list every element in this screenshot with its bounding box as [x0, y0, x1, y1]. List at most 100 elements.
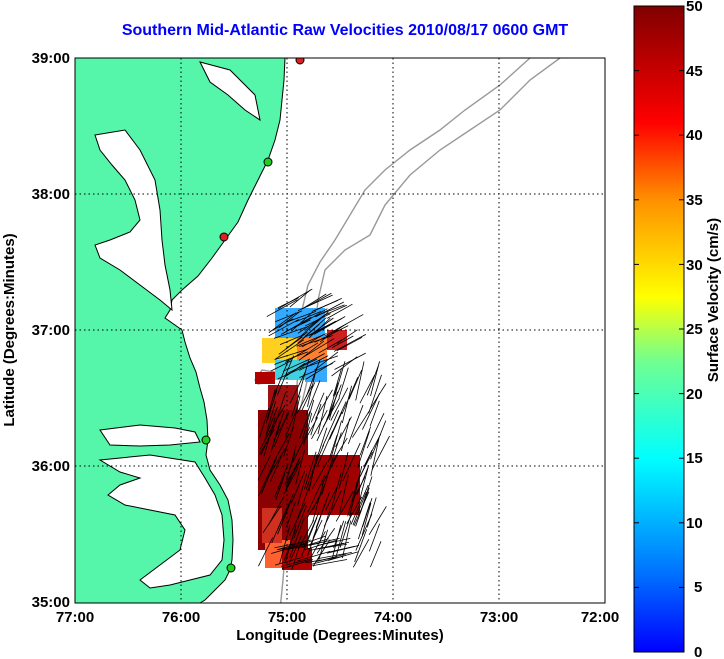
velocity-arrow	[336, 329, 358, 344]
velocity-arrow	[357, 430, 370, 468]
velocity-arrow	[258, 429, 275, 455]
velocity-arrow	[295, 450, 305, 485]
velocity-arrow	[305, 313, 331, 327]
velocity-arrow	[342, 442, 361, 482]
velocity-arrow	[304, 317, 327, 337]
velocity-arrow	[370, 437, 380, 476]
colorbar: 50 45 40 35 30 25 20 15 10 5 0 Surface V…	[633, 0, 722, 659]
velocity-arrow	[278, 311, 300, 329]
velocity-arrow	[366, 412, 385, 449]
velocity-arrow	[353, 465, 363, 501]
delaware-bay	[199, 61, 261, 122]
velocity-arrow	[334, 361, 346, 396]
velocity-arrow	[298, 538, 329, 548]
colorbar-tick: 20	[686, 386, 703, 403]
velocity-arrow	[301, 293, 327, 310]
velocity-arrow	[315, 389, 333, 419]
velocity-arrow	[273, 359, 290, 398]
colorbar-tick: 50	[686, 0, 703, 15]
velocity-arrow	[274, 463, 289, 497]
velocity-arrow	[265, 389, 276, 424]
velocity-arrow	[331, 356, 358, 377]
velocity-arrow	[299, 411, 311, 440]
velocity-arrow	[307, 528, 318, 557]
velocity-arrow	[277, 544, 306, 551]
velocity-arrow	[312, 539, 331, 567]
velocity-arrow	[295, 311, 322, 323]
velocity-arrow	[329, 411, 343, 440]
velocity-arrow	[324, 323, 347, 337]
velocity-arrow	[319, 508, 331, 543]
velocity-arrow	[297, 313, 327, 334]
velocity-arrow	[268, 496, 285, 526]
velocity-arrow	[308, 317, 331, 339]
velocity-arrow	[312, 481, 327, 510]
x-axis-label: Longitude (Degrees:Minutes)	[236, 627, 444, 644]
velocity-arrow	[368, 374, 382, 414]
velocity-arrow	[310, 531, 326, 558]
velocity-arrow	[361, 503, 372, 536]
velocity-arrow	[297, 353, 325, 369]
velocity-arrow	[327, 551, 358, 561]
velocity-arrow	[371, 435, 390, 470]
chesapeake-bay	[94, 129, 173, 312]
velocity-arrow	[285, 342, 319, 363]
velocity-arrow	[368, 523, 381, 552]
velocity-arrow	[291, 311, 313, 332]
x-tick-label: 73:00	[480, 609, 518, 626]
velocity-arrow	[370, 420, 387, 460]
x-tick-label: 72:00	[581, 609, 619, 626]
velocity-arrow	[326, 384, 342, 421]
velocity-arrow	[283, 467, 299, 495]
station-marker	[263, 157, 273, 167]
velocity-arrow	[289, 502, 306, 537]
velocity-arrow	[311, 409, 328, 440]
velocity-arrow	[369, 541, 382, 568]
velocity-arrow	[274, 348, 308, 361]
velocity-arrow	[335, 521, 347, 558]
velocity-arrow	[261, 458, 277, 494]
velocity-arrow	[281, 558, 312, 567]
velocity-arrow	[362, 392, 381, 430]
velocity-arrow	[351, 410, 371, 438]
y-tick-label: 38:00	[32, 186, 70, 203]
velocity-arrow	[267, 390, 278, 421]
velocity-arrow	[277, 539, 311, 550]
velocity-arrow	[330, 401, 347, 437]
colorbar-gradient	[633, 5, 685, 653]
velocity-arrow	[338, 452, 349, 489]
velocity-arrow	[355, 513, 373, 551]
velocity-arrow	[366, 365, 379, 396]
velocity-arrow	[353, 491, 370, 526]
velocity-arrow	[313, 316, 346, 335]
velocity-arrow	[326, 545, 360, 554]
colorbar-tick: 15	[686, 450, 703, 467]
station-marker	[219, 232, 229, 242]
velocity-arrow	[316, 405, 335, 442]
velocity-arrow	[277, 500, 292, 535]
velocity-arrow	[358, 464, 370, 502]
velocity-arrow	[338, 367, 349, 398]
pamlico-sound	[98, 454, 225, 589]
velocity-arrow	[303, 512, 320, 549]
velocity-arrow	[311, 462, 328, 489]
velocity-arrow	[346, 496, 363, 525]
velocity-arrow	[293, 505, 307, 539]
velocity-arrow	[297, 473, 307, 506]
velocity-arrow	[325, 484, 339, 511]
velocity-arrow	[354, 529, 368, 563]
velocity-arrow	[274, 556, 304, 566]
velocity-arrow	[370, 361, 380, 397]
y-axis-label: Latitude (Degrees:Minutes)	[1, 233, 18, 426]
velocity-arrow	[309, 537, 340, 546]
velocity-arrow	[359, 374, 375, 404]
velocity-arrow	[339, 474, 349, 514]
velocity-arrow	[289, 518, 305, 558]
grid-lines	[75, 58, 605, 603]
velocity-arrow	[289, 370, 307, 404]
velocity-arrow	[275, 310, 303, 323]
x-tick-label: 75:00	[268, 609, 306, 626]
velocity-arrow	[314, 351, 339, 371]
velocity-arrow	[331, 335, 354, 348]
